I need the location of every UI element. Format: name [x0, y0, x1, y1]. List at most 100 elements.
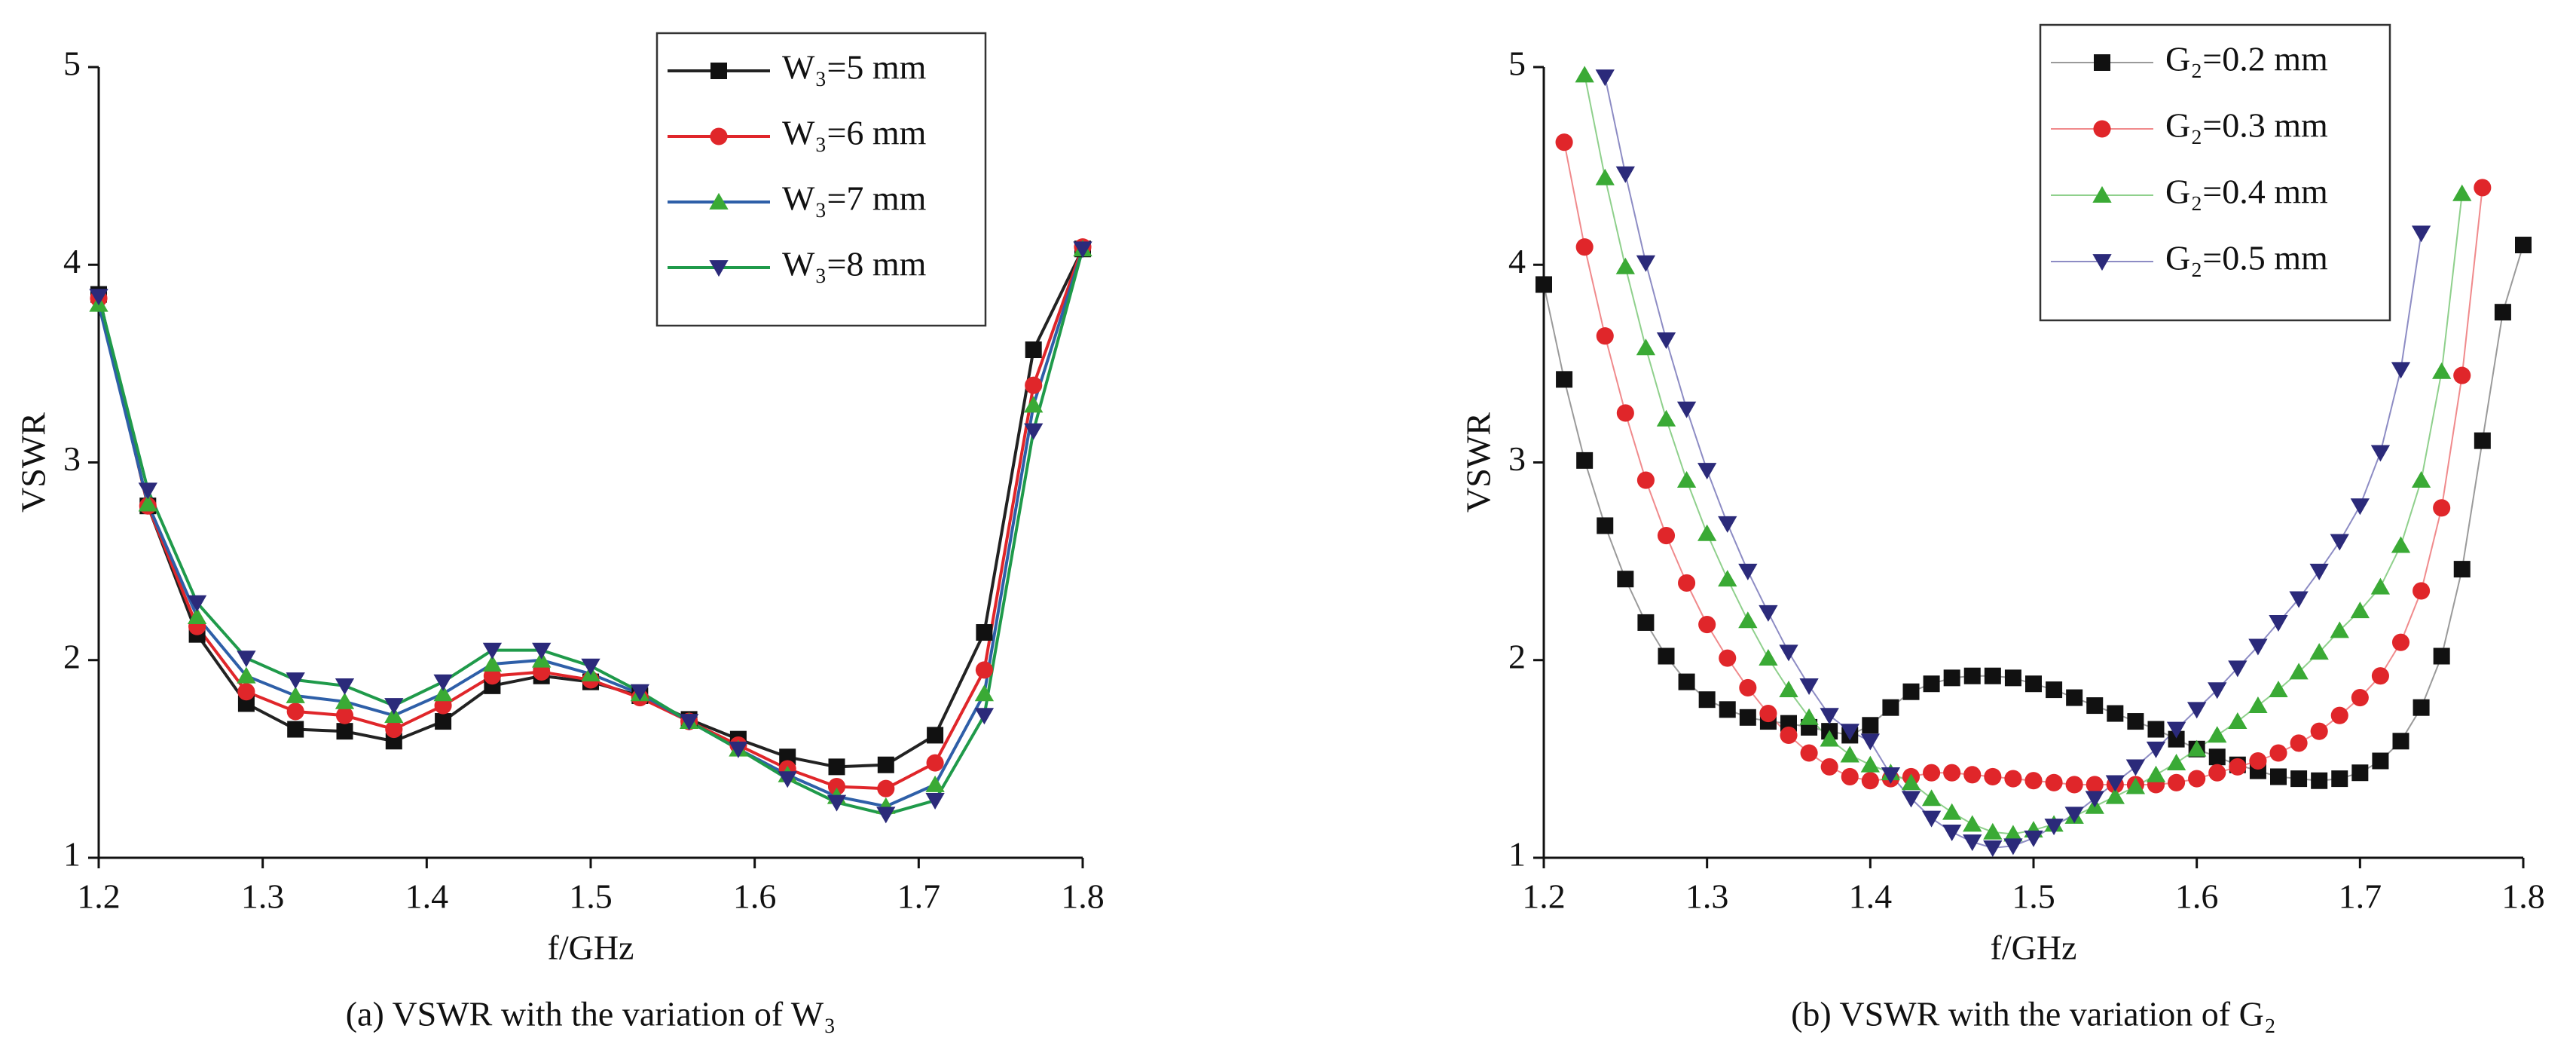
marker [2269, 680, 2288, 697]
y-tick-label: 3 [63, 439, 81, 478]
marker [2004, 669, 2021, 687]
marker [2269, 744, 2287, 762]
marker [1963, 766, 1982, 784]
marker [1636, 338, 1656, 356]
marker [1576, 452, 1594, 469]
marker [2146, 741, 2166, 758]
y-axis-label: VSWR [1459, 412, 1498, 513]
marker [1738, 611, 1758, 629]
marker [237, 695, 255, 712]
x-tick-label: 1.8 [1061, 877, 1105, 916]
marker [2024, 830, 2043, 847]
marker [2270, 768, 2287, 785]
marker [778, 771, 797, 788]
marker [384, 698, 404, 715]
marker [237, 666, 256, 684]
marker [2065, 776, 2083, 794]
marker [2330, 534, 2349, 551]
marker [2330, 706, 2348, 724]
marker [1636, 471, 1655, 489]
marker [1718, 516, 1737, 533]
x-tick-label: 1.4 [405, 877, 449, 916]
marker [532, 642, 552, 660]
marker [1536, 276, 1552, 293]
marker [1942, 825, 1962, 842]
x-tick-label: 1.7 [897, 877, 941, 916]
marker [2331, 770, 2348, 788]
marker [710, 127, 728, 145]
marker [2311, 772, 2328, 789]
marker [2168, 773, 2186, 791]
x-tick-label: 1.3 [241, 877, 285, 916]
marker [2188, 770, 2206, 788]
marker [1718, 570, 1737, 587]
marker [1759, 705, 1777, 723]
marker [2166, 721, 2186, 739]
marker [630, 684, 649, 701]
marker [1779, 680, 1798, 697]
marker [1779, 644, 1798, 662]
marker [335, 706, 354, 724]
marker [679, 714, 699, 731]
marker [974, 708, 995, 725]
caption: (b) VSWR with the variation of G₂ [1791, 995, 2276, 1033]
marker [1073, 241, 1092, 259]
y-tick-label: 5 [63, 44, 81, 83]
marker [2086, 697, 2104, 715]
marker [2086, 776, 2104, 794]
marker [286, 703, 304, 721]
marker [927, 727, 944, 744]
marker [1595, 69, 1615, 87]
marker [2105, 775, 2125, 792]
x-tick-label: 1.7 [2339, 877, 2382, 916]
legend-box [2039, 23, 2391, 322]
marker [827, 794, 847, 812]
marker [1923, 675, 1940, 693]
marker [1861, 772, 1879, 790]
marker [1820, 708, 1839, 725]
marker [433, 674, 453, 691]
marker [709, 260, 729, 277]
marker [1698, 615, 1716, 634]
marker [1596, 327, 1614, 345]
marker [1697, 524, 1717, 541]
marker [2391, 633, 2410, 651]
marker [1636, 255, 1656, 272]
marker [827, 778, 846, 796]
marker [2309, 563, 2329, 580]
marker [2310, 722, 2328, 740]
legend-label: W₃=8 mm [782, 245, 927, 283]
marker [187, 595, 207, 612]
marker [434, 696, 452, 715]
x-tick-label: 1.2 [1522, 877, 1566, 916]
marker [385, 720, 403, 739]
marker [138, 494, 157, 512]
marker [1882, 699, 1899, 716]
marker [1656, 409, 1676, 427]
marker [2025, 675, 2042, 693]
marker [2411, 471, 2431, 488]
x-tick-label: 1.6 [733, 877, 777, 916]
legend-label: W₃=7 mm [782, 179, 927, 218]
marker [2350, 498, 2370, 516]
legend-box [655, 32, 987, 327]
marker [287, 721, 304, 738]
marker [1615, 257, 1635, 274]
marker [2351, 689, 2369, 707]
marker [1739, 709, 1756, 726]
marker [2413, 582, 2431, 600]
legend-label: W₃=5 mm [782, 48, 927, 87]
y-axis-label: VSWR [14, 412, 53, 513]
marker [926, 754, 944, 772]
series-line [1544, 244, 2524, 782]
legend-label: G₂=0.5 mm [2165, 239, 2328, 277]
marker [1963, 834, 1982, 852]
y-tick-label: 4 [63, 242, 81, 280]
marker [1799, 678, 1819, 695]
marker [1637, 614, 1655, 631]
marker [237, 683, 255, 701]
legend-label: G₂=0.3 mm [2165, 106, 2328, 145]
y-tick-label: 4 [1508, 242, 1526, 280]
marker [877, 779, 895, 797]
marker [1984, 767, 2002, 786]
